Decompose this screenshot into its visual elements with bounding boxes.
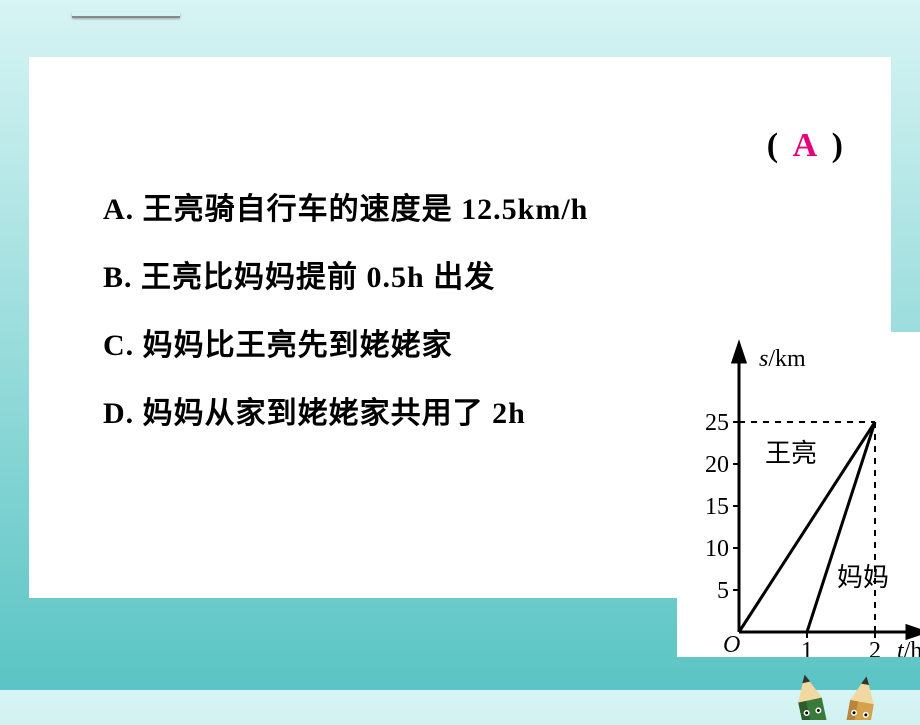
option-a-prefix: A. — [103, 193, 134, 226]
option-d-prefix: D. — [103, 397, 134, 430]
answer-bracket: ( A ) — [767, 127, 843, 165]
pencils-decoration — [770, 580, 910, 720]
paren-open: ( — [767, 127, 778, 164]
option-b-text1: 王亮比妈妈提前 — [141, 261, 358, 294]
paren-close: ) — [832, 127, 843, 164]
option-b-val: 0.5h — [367, 261, 425, 294]
option-c: C. 妈妈比王亮先到姥姥家 — [103, 331, 723, 361]
tab-indicator — [72, 12, 180, 18]
ytick-5: 5 — [717, 578, 729, 604]
ytick-15: 15 — [705, 494, 729, 520]
series-label-wangliang: 王亮 — [765, 439, 817, 468]
answer-letter: A — [787, 127, 824, 164]
option-b-prefix: B. — [103, 261, 133, 294]
options-list: A. 王亮骑自行车的速度是 12.5km/h B. 王亮比妈妈提前 0.5h 出… — [103, 195, 723, 467]
option-a: A. 王亮骑自行车的速度是 12.5km/h — [103, 195, 723, 225]
option-c-prefix: C. — [103, 329, 134, 362]
option-d: D. 妈妈从家到姥姥家共用了 2h — [103, 399, 723, 429]
option-d-text1: 妈妈从家到姥姥家共用了 — [143, 397, 484, 430]
option-a-text: 王亮骑自行车的速度是 — [143, 193, 453, 226]
option-a-val: 12.5km/h — [461, 193, 588, 226]
option-c-text: 妈妈比王亮先到姥姥家 — [143, 329, 453, 362]
ytick-25: 25 — [705, 410, 729, 436]
option-d-val: 2h — [492, 397, 526, 430]
question-panel: ( A ) A. 王亮骑自行车的速度是 12.5km/h B. 王亮比妈妈提前 … — [29, 57, 891, 598]
ytick-20: 20 — [705, 452, 729, 478]
option-b: B. 王亮比妈妈提前 0.5h 出发 — [103, 263, 723, 293]
y-axis-label: s/km — [759, 346, 806, 372]
origin-label: O — [723, 632, 740, 657]
option-b-t2: 出发 — [433, 261, 495, 294]
ytick-10: 10 — [705, 536, 729, 562]
